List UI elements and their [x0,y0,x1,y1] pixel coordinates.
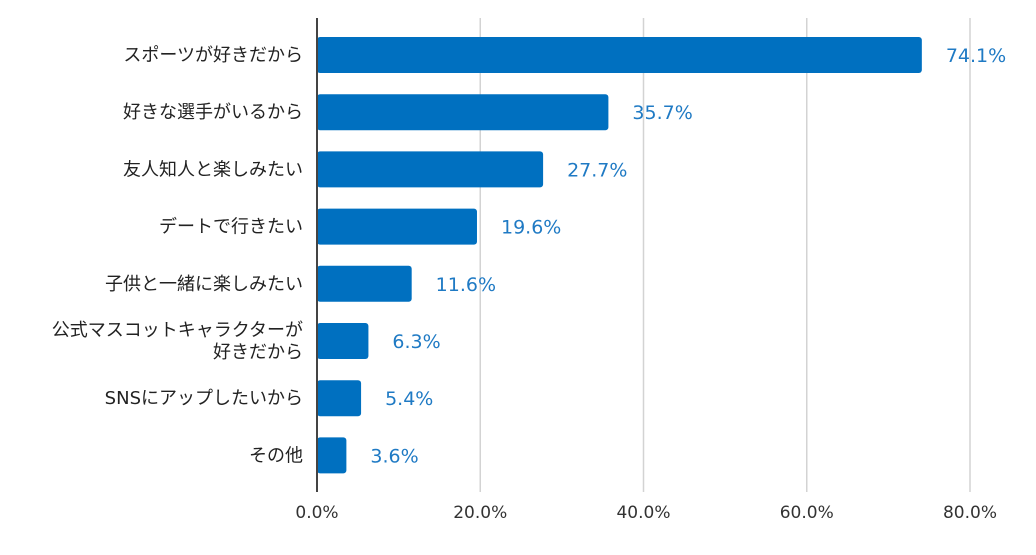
value-label: 27.7% [567,159,627,181]
value-label: 35.7% [632,102,692,124]
category-label: 好きな選手がいるから [123,102,303,123]
x-tick-label: 20.0% [453,503,507,523]
value-label: 5.4% [385,388,433,410]
bar [317,37,922,73]
category-label: 好きだから [213,342,303,363]
gridlines [479,18,971,492]
value-label: 6.3% [392,331,440,353]
bar [317,323,369,359]
category-label: その他 [249,445,303,466]
category-label: 子供と一緒に楽しみたい [105,274,303,295]
bars [317,37,922,474]
category-label: 友人知人と楽しみたい [123,159,303,180]
value-label: 19.6% [501,217,561,239]
x-tick-label: 0.0% [295,503,338,523]
bar [317,380,362,417]
category-label: SNSにアップしたいから [105,388,303,409]
value-label: 74.1% [946,45,1006,67]
value-label: 3.6% [370,445,418,467]
value-label: 11.6% [436,274,496,296]
category-label: 公式マスコットキャラクターが [52,320,303,341]
category-label: スポーツが好きだから [123,45,303,66]
bar [317,151,544,188]
bar [317,208,477,245]
labels: 0.0% 20.0% 40.0% 60.0% 80.0% 74.1% スポーツが好きだから 3… [52,45,1006,523]
x-tick-label: 40.0% [616,503,670,523]
bar [317,94,609,131]
bar [317,437,347,474]
x-tick-label: 80.0% [943,503,997,523]
x-tick-label: 60.0% [780,503,834,523]
bar [317,265,412,302]
category-label: デートで行きたい [159,217,303,238]
